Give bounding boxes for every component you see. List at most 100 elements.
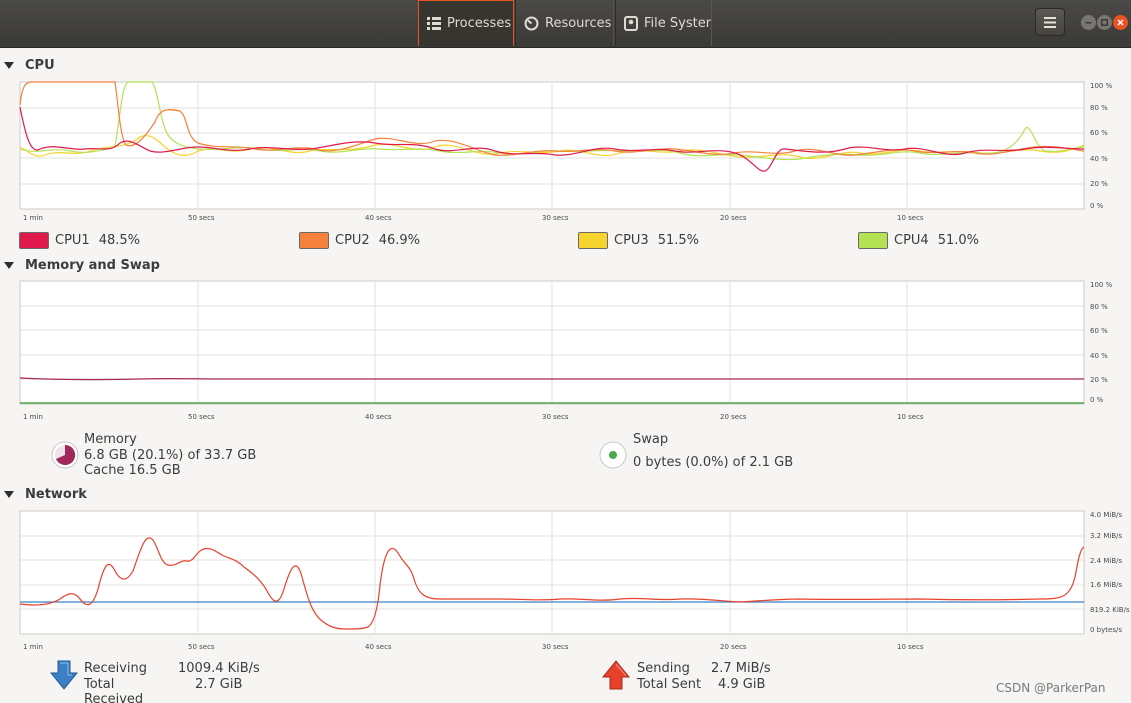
close-icon [1117,19,1124,26]
total-sent-label: Total Sent [637,676,702,692]
expander-arrow-icon [4,261,14,269]
close-button[interactable] [1113,15,1128,30]
tab-file-systems[interactable]: File Systems [615,0,712,46]
memory-section-header[interactable]: Memory and Swap [0,256,160,274]
memory-usage: 6.8 GB (20.1%) of 33.7 GB [84,447,257,463]
y-tick-label: 80 % [1090,303,1108,311]
legend-name: CPU3 [614,233,649,248]
receiving-values: 1009.4 KiB/s 2.7 GiB [178,661,260,692]
x-tick-label: 10 secs [897,214,924,222]
watermark: CSDN @ParkerPan [996,681,1106,695]
y-tick-label: 100 % [1090,281,1113,289]
list-icon [427,17,441,30]
x-tick-label: 50 secs [188,214,215,222]
swap-usage: 0 bytes (0.0%) of 2.1 GB [633,454,794,470]
hamburger-icon [1044,16,1056,28]
y-tick-label: 20 % [1090,180,1108,188]
section-title: CPU [25,57,55,73]
x-tick-label: 50 secs [188,413,215,421]
expander-arrow-icon [4,61,14,69]
cpu-graph: 1 min 50 secs 40 secs 30 secs 20 secs 10… [0,77,1131,225]
section-title: Network [25,486,87,502]
sending-label: Sending [637,661,690,676]
x-tick-label: 1 min [23,643,43,651]
sending-arrow-icon[interactable] [602,660,630,690]
x-tick-label: 30 secs [542,643,569,651]
y-tick-label: 4.0 MiB/s [1090,511,1123,519]
maximize-button[interactable] [1097,15,1112,30]
receiving-label: Receiving [84,661,148,676]
y-tick-label: 2.4 MiB/s [1090,557,1123,565]
color-swatch[interactable] [299,232,329,249]
x-tick-label: 40 secs [365,214,392,222]
legend-value: 51.0% [937,233,980,248]
swap-label: Swap [633,432,669,447]
color-swatch[interactable] [578,232,608,249]
x-tick-label: 1 min [23,413,43,421]
y-tick-label: 3.2 MiB/s [1090,532,1123,540]
x-tick-label: 10 secs [897,643,924,651]
y-tick-label: 100 % [1090,82,1113,90]
header-bar: Processes Resources File Systems [0,0,1131,48]
legend-value: 48.5% [98,233,141,248]
receiving-labels: Receiving Total Received [84,661,174,703]
y-tick-label: 60 % [1090,129,1108,137]
receiving-arrow-icon[interactable] [50,660,78,690]
x-tick-label: 1 min [23,214,43,222]
y-tick-label: 0 % [1090,202,1104,210]
section-title: Memory and Swap [25,257,160,273]
maximize-icon [1101,19,1108,26]
x-tick-label: 50 secs [188,643,215,651]
network-graph: 1 min 50 secs 40 secs 30 secs 20 secs 10… [0,505,1131,653]
swap-pie-icon[interactable] [598,440,628,470]
disk-icon [624,15,638,31]
y-tick-label: 1.6 MiB/s [1090,581,1123,589]
y-tick-label: 40 % [1090,352,1108,360]
expander-arrow-icon [4,490,14,498]
legend-cpu4[interactable]: CPU4 51.0% [858,232,979,249]
sending-values: 2.7 MiB/s 4.9 GiB [711,661,771,692]
sending-value: 2.7 MiB/s [711,661,771,676]
tab-label: Processes [447,16,512,31]
minimize-icon [1085,22,1092,24]
legend-value: 51.5% [657,233,700,248]
memory-cache: Cache 16.5 GB [84,463,181,478]
total-sent-value: 4.9 GiB [718,676,766,692]
x-tick-label: 20 secs [720,214,747,222]
cpu-section-header[interactable]: CPU [0,56,55,74]
legend-value: 46.9% [378,233,421,248]
legend-cpu1[interactable]: CPU1 48.5% [19,232,140,249]
x-tick-label: 10 secs [897,413,924,421]
color-swatch[interactable] [19,232,49,249]
hamburger-menu-button[interactable] [1035,8,1065,36]
memory-graph: 1 min 50 secs 40 secs 30 secs 20 secs 10… [0,276,1131,424]
tab-label: File Systems [644,15,711,31]
y-tick-label: 80 % [1090,104,1108,112]
memory-label: Memory [84,432,137,447]
memory-info: Memory 6.8 GB (20.1%) of 33.7 GB Cache 1… [84,432,256,479]
x-tick-label: 20 secs [720,643,747,651]
swap-info: Swap 0 bytes (0.0%) of 2.1 GB [633,432,793,470]
y-tick-label: 20 % [1090,376,1108,384]
x-tick-label: 30 secs [542,214,569,222]
legend-cpu3[interactable]: CPU3 51.5% [578,232,699,249]
network-section-header[interactable]: Network [0,485,87,503]
total-received-label: Total Received [84,676,144,703]
legend-name: CPU4 [894,233,929,248]
y-tick-label: 0 bytes/s [1090,626,1122,634]
x-tick-label: 20 secs [720,413,747,421]
y-tick-label: 60 % [1090,327,1108,335]
gauge-icon [524,16,539,30]
legend-name: CPU2 [335,233,370,248]
color-swatch[interactable] [858,232,888,249]
x-tick-label: 40 secs [365,643,392,651]
tab-label: Resources [545,15,612,31]
minimize-button[interactable] [1081,15,1096,30]
tab-resources[interactable]: Resources [515,0,614,46]
tab-processes[interactable]: Processes [418,0,514,46]
legend-cpu2[interactable]: CPU2 46.9% [299,232,420,249]
x-tick-label: 30 secs [542,413,569,421]
sending-labels: Sending Total Sent [637,661,709,692]
y-tick-label: 40 % [1090,155,1108,163]
memory-pie-icon[interactable] [50,440,80,470]
